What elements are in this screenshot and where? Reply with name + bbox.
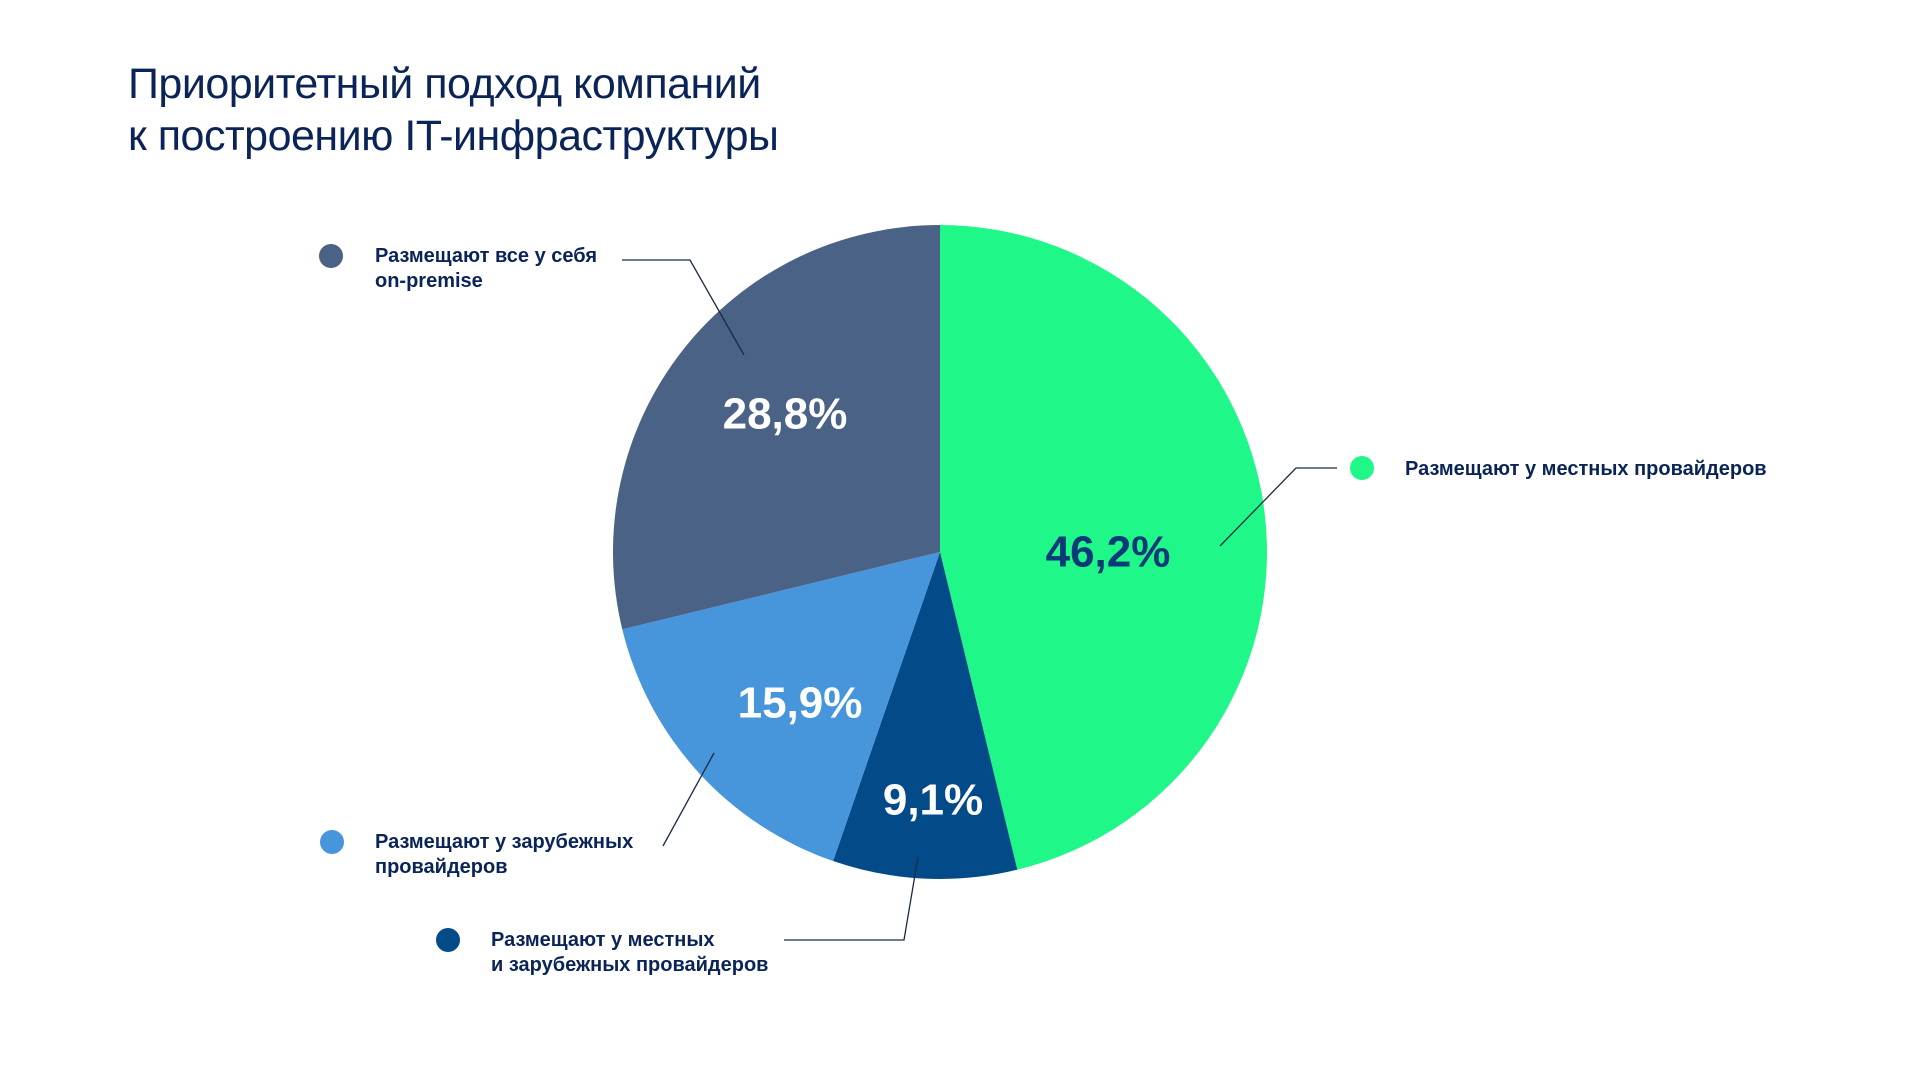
- leader-line-3: [662, 752, 715, 847]
- pie-slice-2: [833, 552, 1018, 880]
- slice-value-label-2: 9,1%: [883, 776, 983, 825]
- chart-title: Приоритетный подход компаний к построени…: [128, 58, 779, 162]
- chart-title-line-2: к построению IT-инфраструктуры: [128, 112, 779, 160]
- legend-marker-3: [320, 830, 344, 854]
- leader-line-1: [1219, 467, 1337, 547]
- chart-title-line-1: Приоритетный подход компаний: [128, 60, 761, 108]
- legend-label-2-line-2: и зарубежных провайдеров: [491, 954, 768, 976]
- pie-slice-1: [940, 225, 1267, 870]
- leader-line-2: [784, 856, 919, 941]
- slice-value-label-3: 15,9%: [738, 679, 863, 728]
- slice-value-label-1: 46,2%: [1046, 528, 1171, 577]
- legend-label-4-line-1: Размещают все у себя: [375, 245, 597, 267]
- legend-label-2-line-1: Размещают у местных: [491, 929, 715, 951]
- leader-line-4: [622, 259, 745, 356]
- legend-label-3-line-2: провайдеров: [375, 856, 508, 878]
- legend-marker-4: [319, 244, 343, 268]
- pie-slice-3: [622, 552, 940, 862]
- pie-slice-4: [613, 225, 940, 630]
- legend-label-4-line-2: on-premise: [375, 270, 483, 292]
- slice-value-label-4: 28,8%: [723, 390, 848, 439]
- legend-marker-2: [436, 928, 460, 952]
- legend-marker-1: [1350, 456, 1374, 480]
- legend-label-1-line-1: Размещают у местных провайдеров: [1405, 458, 1767, 480]
- legend-label-3-line-1: Размещают у зарубежных: [375, 831, 633, 853]
